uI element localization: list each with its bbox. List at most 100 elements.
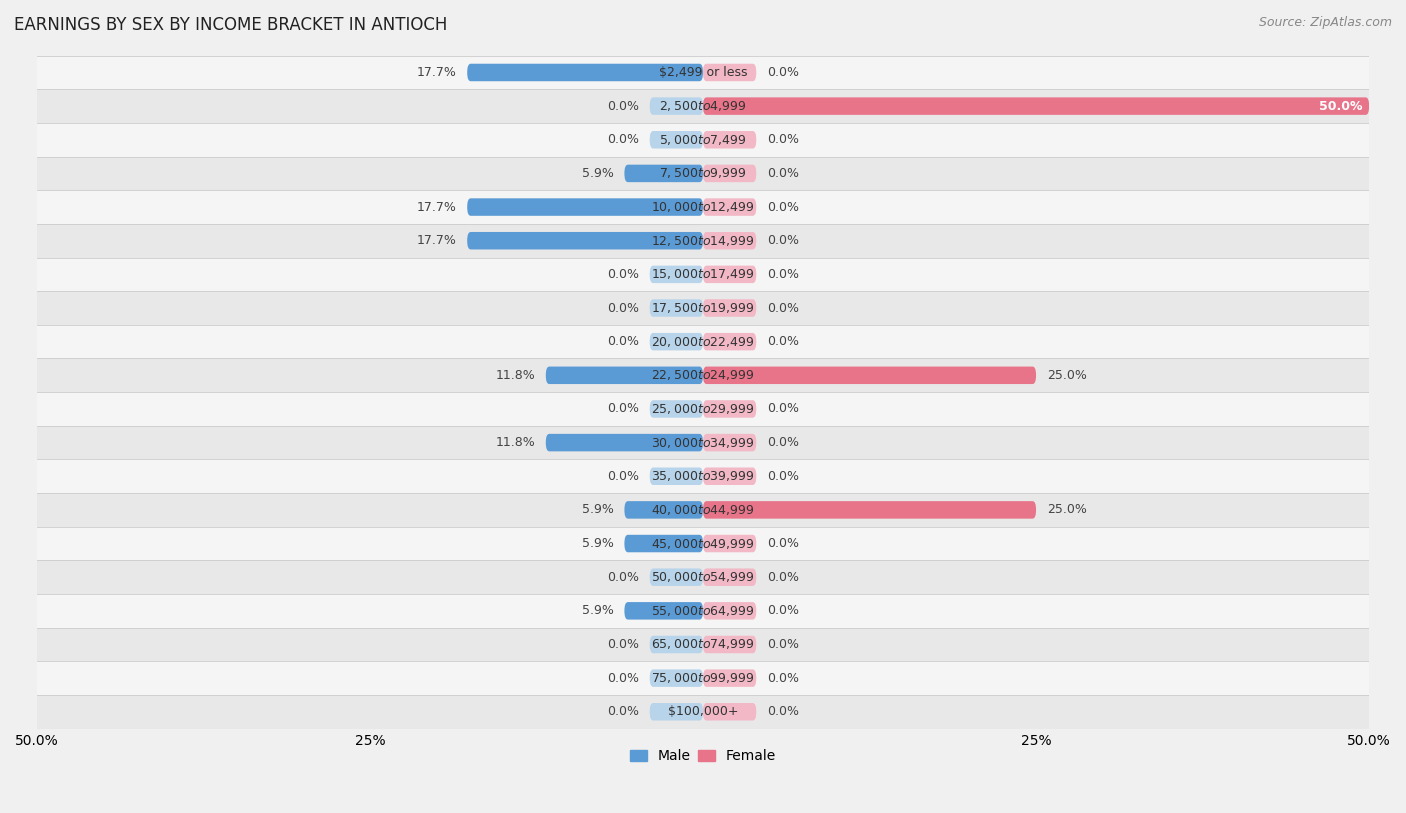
Text: 0.0%: 0.0% <box>607 470 640 483</box>
FancyBboxPatch shape <box>703 333 756 350</box>
Text: $20,000 to $22,499: $20,000 to $22,499 <box>651 335 755 349</box>
Bar <box>37 594 1369 628</box>
Text: $25,000 to $29,999: $25,000 to $29,999 <box>651 402 755 416</box>
FancyBboxPatch shape <box>650 299 703 317</box>
FancyBboxPatch shape <box>703 131 756 149</box>
Bar <box>37 258 1369 291</box>
Text: 0.0%: 0.0% <box>607 571 640 584</box>
FancyBboxPatch shape <box>650 669 703 687</box>
Bar <box>37 628 1369 661</box>
Text: 0.0%: 0.0% <box>607 335 640 348</box>
Text: 0.0%: 0.0% <box>766 470 799 483</box>
Bar <box>37 661 1369 695</box>
Bar <box>37 157 1369 190</box>
Text: $15,000 to $17,499: $15,000 to $17,499 <box>651 267 755 281</box>
Text: 25.0%: 25.0% <box>1046 503 1087 516</box>
Text: $55,000 to $64,999: $55,000 to $64,999 <box>651 604 755 618</box>
FancyBboxPatch shape <box>467 232 703 250</box>
FancyBboxPatch shape <box>546 367 703 384</box>
Text: 17.7%: 17.7% <box>416 234 457 247</box>
Text: $40,000 to $44,999: $40,000 to $44,999 <box>651 503 755 517</box>
Text: 0.0%: 0.0% <box>607 133 640 146</box>
Text: Source: ZipAtlas.com: Source: ZipAtlas.com <box>1258 16 1392 29</box>
FancyBboxPatch shape <box>624 165 703 182</box>
Bar <box>37 291 1369 325</box>
Text: 0.0%: 0.0% <box>766 571 799 584</box>
Text: $7,500 to $9,999: $7,500 to $9,999 <box>659 167 747 180</box>
FancyBboxPatch shape <box>703 636 756 653</box>
Text: 5.9%: 5.9% <box>582 503 614 516</box>
Text: 25.0%: 25.0% <box>1046 369 1087 382</box>
FancyBboxPatch shape <box>703 535 756 552</box>
Text: $45,000 to $49,999: $45,000 to $49,999 <box>651 537 755 550</box>
FancyBboxPatch shape <box>650 131 703 149</box>
Legend: Male, Female: Male, Female <box>624 744 782 769</box>
FancyBboxPatch shape <box>703 367 1036 384</box>
Text: 5.9%: 5.9% <box>582 167 614 180</box>
Bar <box>37 459 1369 493</box>
Text: 11.8%: 11.8% <box>495 369 536 382</box>
Text: $2,500 to $4,999: $2,500 to $4,999 <box>659 99 747 113</box>
FancyBboxPatch shape <box>650 703 703 720</box>
Text: 0.0%: 0.0% <box>607 638 640 651</box>
Text: 0.0%: 0.0% <box>766 537 799 550</box>
Bar <box>37 392 1369 426</box>
Text: $12,500 to $14,999: $12,500 to $14,999 <box>651 233 755 248</box>
FancyBboxPatch shape <box>703 669 756 687</box>
Text: 0.0%: 0.0% <box>766 335 799 348</box>
Bar <box>37 325 1369 359</box>
FancyBboxPatch shape <box>467 198 703 215</box>
FancyBboxPatch shape <box>650 467 703 485</box>
Text: 0.0%: 0.0% <box>766 604 799 617</box>
FancyBboxPatch shape <box>703 568 756 586</box>
Bar <box>37 190 1369 224</box>
Text: 5.9%: 5.9% <box>582 604 614 617</box>
Text: 0.0%: 0.0% <box>607 267 640 280</box>
FancyBboxPatch shape <box>650 266 703 283</box>
FancyBboxPatch shape <box>624 535 703 552</box>
Bar <box>37 493 1369 527</box>
FancyBboxPatch shape <box>703 602 756 620</box>
Bar <box>37 695 1369 728</box>
FancyBboxPatch shape <box>703 232 756 250</box>
Text: $100,000+: $100,000+ <box>668 706 738 718</box>
Text: 0.0%: 0.0% <box>766 436 799 449</box>
Text: 0.0%: 0.0% <box>766 167 799 180</box>
FancyBboxPatch shape <box>650 333 703 350</box>
FancyBboxPatch shape <box>650 400 703 418</box>
Text: $65,000 to $74,999: $65,000 to $74,999 <box>651 637 755 651</box>
Text: $50,000 to $54,999: $50,000 to $54,999 <box>651 570 755 585</box>
Text: $22,500 to $24,999: $22,500 to $24,999 <box>651 368 755 382</box>
Text: 0.0%: 0.0% <box>607 402 640 415</box>
FancyBboxPatch shape <box>467 63 703 81</box>
Text: 0.0%: 0.0% <box>607 672 640 685</box>
Text: 0.0%: 0.0% <box>766 402 799 415</box>
Text: $35,000 to $39,999: $35,000 to $39,999 <box>651 469 755 483</box>
Text: 5.9%: 5.9% <box>582 537 614 550</box>
Text: 0.0%: 0.0% <box>766 302 799 315</box>
FancyBboxPatch shape <box>650 568 703 586</box>
Text: 50.0%: 50.0% <box>1319 100 1362 113</box>
Text: 0.0%: 0.0% <box>766 672 799 685</box>
Text: 11.8%: 11.8% <box>495 436 536 449</box>
Bar <box>37 359 1369 392</box>
FancyBboxPatch shape <box>703 400 756 418</box>
FancyBboxPatch shape <box>703 299 756 317</box>
Bar <box>37 527 1369 560</box>
FancyBboxPatch shape <box>703 198 756 215</box>
Text: $5,000 to $7,499: $5,000 to $7,499 <box>659 133 747 147</box>
FancyBboxPatch shape <box>624 501 703 519</box>
Text: 0.0%: 0.0% <box>766 201 799 214</box>
Text: $75,000 to $99,999: $75,000 to $99,999 <box>651 672 755 685</box>
Bar <box>37 426 1369 459</box>
FancyBboxPatch shape <box>650 98 703 115</box>
Bar <box>37 560 1369 594</box>
Bar <box>37 224 1369 258</box>
Text: $17,500 to $19,999: $17,500 to $19,999 <box>651 301 755 315</box>
Text: 17.7%: 17.7% <box>416 66 457 79</box>
Text: 0.0%: 0.0% <box>766 267 799 280</box>
Bar <box>37 123 1369 157</box>
Text: EARNINGS BY SEX BY INCOME BRACKET IN ANTIOCH: EARNINGS BY SEX BY INCOME BRACKET IN ANT… <box>14 16 447 34</box>
Bar <box>37 89 1369 123</box>
FancyBboxPatch shape <box>703 434 756 451</box>
